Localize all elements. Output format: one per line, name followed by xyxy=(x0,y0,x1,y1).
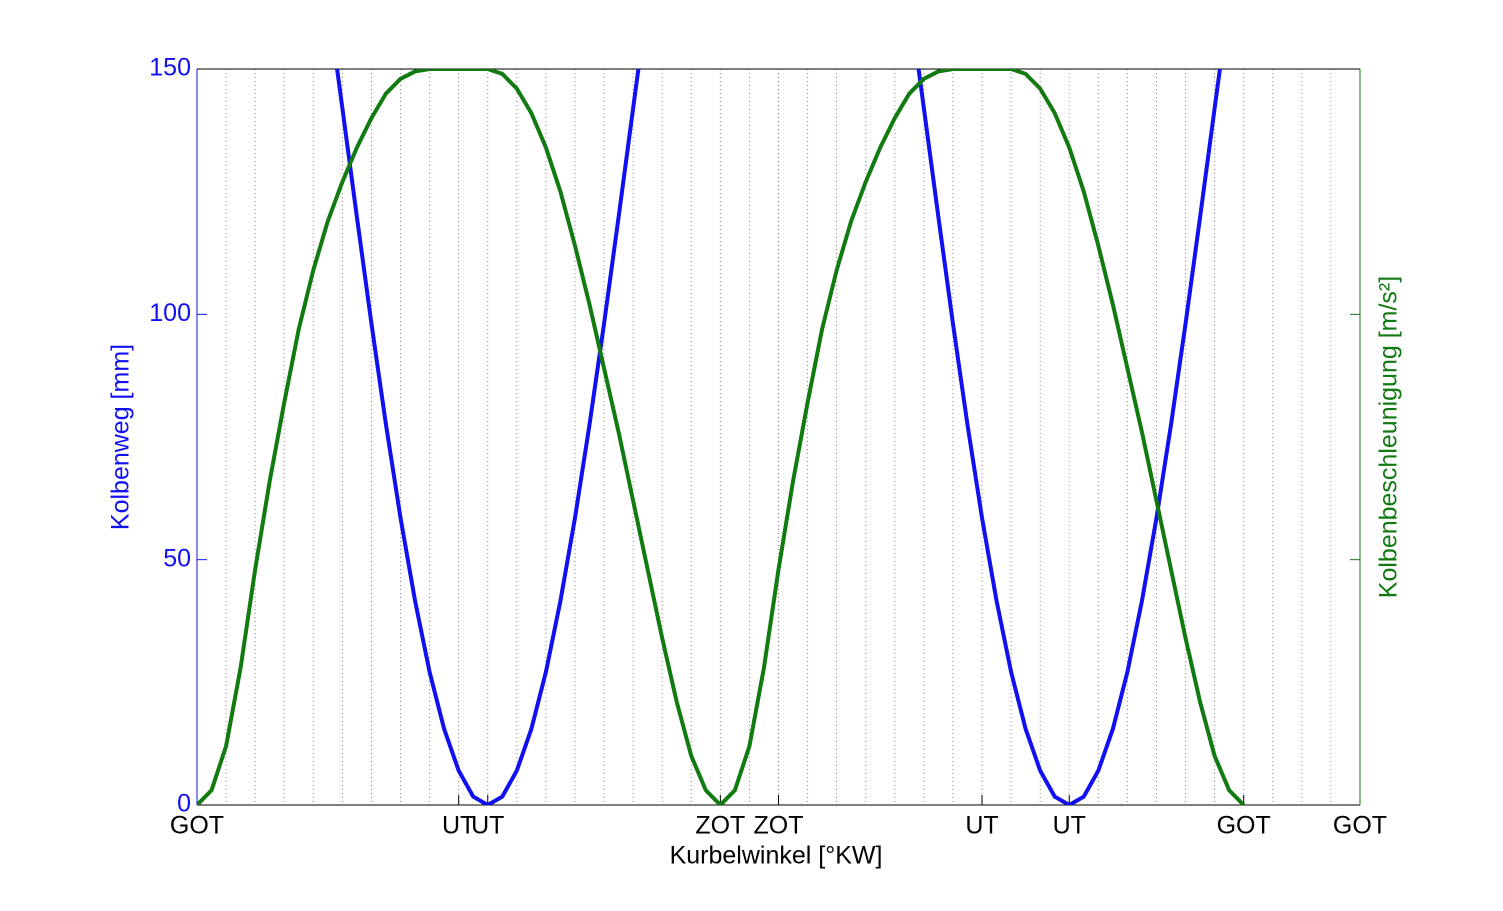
data-line xyxy=(197,69,1246,805)
x-tick-label: ZOT xyxy=(754,812,804,840)
x-tick-label: GOT xyxy=(1217,812,1271,840)
x-tick-label: ZOT xyxy=(695,812,745,840)
y-tick-label: 100 xyxy=(149,299,191,327)
y2-axis-label: Kolbenbeschleunigung [m/s²] xyxy=(1375,276,1403,598)
y-tick-label: 0 xyxy=(177,790,191,818)
data-line xyxy=(335,69,1222,805)
x-tick-label: UT xyxy=(965,812,998,840)
y-axis-label: Kolbenweg [mm] xyxy=(107,344,135,530)
x-tick-label: UT xyxy=(442,812,475,840)
x-tick-label: GOT xyxy=(1333,812,1387,840)
y-tick-label: 150 xyxy=(149,54,191,82)
y-tick-label: 50 xyxy=(163,544,191,572)
x-tick-label: UT xyxy=(1053,812,1086,840)
x-tick-label: UT xyxy=(471,812,504,840)
x-tick-label: GOT xyxy=(170,812,224,840)
x-axis-label: Kurbelwinkel [°KW] xyxy=(670,842,883,870)
